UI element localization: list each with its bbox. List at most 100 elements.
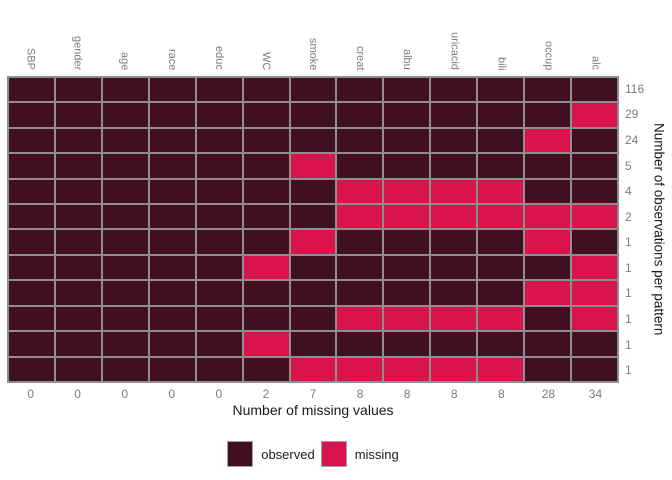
cell-observed <box>102 78 148 102</box>
cell-observed <box>290 128 336 153</box>
cell-observed <box>149 103 195 127</box>
cell-missing <box>431 205 477 229</box>
cell-observed <box>243 154 289 178</box>
cell-observed <box>572 78 617 102</box>
cell-missing <box>384 357 430 381</box>
cell-observed <box>431 281 477 305</box>
cell-observed <box>478 128 524 153</box>
column-label: smoke <box>307 37 320 70</box>
cell-observed <box>572 154 617 178</box>
cell-observed <box>431 255 477 280</box>
cell-observed <box>196 179 242 204</box>
cell-missing <box>525 205 571 229</box>
cell-observed <box>9 306 54 331</box>
cell-missing <box>290 230 336 254</box>
cell-observed <box>149 154 195 178</box>
cell-observed <box>55 78 101 102</box>
cell-observed <box>572 357 617 381</box>
cell-observed <box>9 103 54 127</box>
cell-observed <box>55 255 101 280</box>
column-label-cell: albu <box>384 0 431 70</box>
cell-observed <box>55 230 101 254</box>
cell-observed <box>525 78 571 102</box>
cell-observed <box>102 281 148 305</box>
column-label-cell: alc <box>572 0 619 70</box>
cell-observed <box>290 281 336 305</box>
pattern-count-label: 5 <box>625 158 632 173</box>
cell-observed <box>337 255 383 280</box>
cell-observed <box>243 179 289 204</box>
cell-observed <box>196 128 242 153</box>
cell-missing <box>572 205 617 229</box>
cell-observed <box>102 357 148 381</box>
cell-observed <box>478 332 524 356</box>
legend-label-observed: observed <box>261 446 315 462</box>
cell-observed <box>525 179 571 204</box>
cell-observed <box>102 205 148 229</box>
missing-total-label: 0 <box>27 387 34 401</box>
cell-missing <box>478 205 524 229</box>
legend-swatch-observed <box>227 441 254 467</box>
cell-observed <box>55 154 101 178</box>
cell-observed <box>525 357 571 381</box>
cell-observed <box>243 128 289 153</box>
cell-observed <box>290 103 336 127</box>
cell-observed <box>572 332 617 356</box>
column-label-cell: race <box>148 0 195 70</box>
cell-observed <box>55 357 101 381</box>
column-label-cell: SBP <box>7 0 54 70</box>
cell-observed <box>55 281 101 305</box>
cell-observed <box>196 281 242 305</box>
cell-observed <box>478 103 524 127</box>
cell-missing <box>572 306 617 331</box>
cell-missing <box>525 128 571 153</box>
cell-observed <box>337 78 383 102</box>
cell-observed <box>149 78 195 102</box>
cell-observed <box>102 230 148 254</box>
cell-observed <box>525 103 571 127</box>
cell-observed <box>478 78 524 102</box>
cell-observed <box>572 179 617 204</box>
cell-observed <box>196 332 242 356</box>
cell-observed <box>525 154 571 178</box>
missing-total-label: 0 <box>168 387 176 401</box>
cell-observed <box>384 154 430 178</box>
cell-observed <box>243 78 289 102</box>
cell-observed <box>290 255 336 280</box>
cell-observed <box>337 103 383 127</box>
cell-missing <box>431 179 477 204</box>
cell-observed <box>243 281 289 305</box>
column-label: SBP <box>24 47 37 70</box>
cell-observed <box>149 230 195 254</box>
cell-missing <box>290 357 336 381</box>
pattern-count-label: 1 <box>625 337 632 352</box>
cell-missing <box>572 103 617 127</box>
cell-observed <box>102 179 148 204</box>
column-label: occup <box>542 40 555 70</box>
missing-total-label: 2 <box>262 387 270 401</box>
missing-total-label: 8 <box>356 387 364 401</box>
column-label-cell: uricacid <box>431 0 478 70</box>
cell-observed <box>196 103 242 127</box>
y-axis-title: Number of observations per pattern <box>648 76 670 383</box>
cell-observed <box>196 306 242 331</box>
cell-observed <box>525 332 571 356</box>
cell-observed <box>243 306 289 331</box>
cell-observed <box>196 230 242 254</box>
cell-observed <box>55 205 101 229</box>
column-label: age <box>118 51 131 70</box>
cell-observed <box>290 179 336 204</box>
cell-observed <box>337 281 383 305</box>
cell-observed <box>9 205 54 229</box>
cell-observed <box>337 128 383 153</box>
cell-observed <box>431 332 477 356</box>
cell-observed <box>243 230 289 254</box>
column-label-cell: smoke <box>289 0 336 70</box>
cell-missing <box>478 306 524 331</box>
cell-observed <box>384 255 430 280</box>
cell-observed <box>149 205 195 229</box>
cell-observed <box>196 357 242 381</box>
cell-observed <box>337 154 383 178</box>
column-label-cell: creat <box>337 0 384 70</box>
